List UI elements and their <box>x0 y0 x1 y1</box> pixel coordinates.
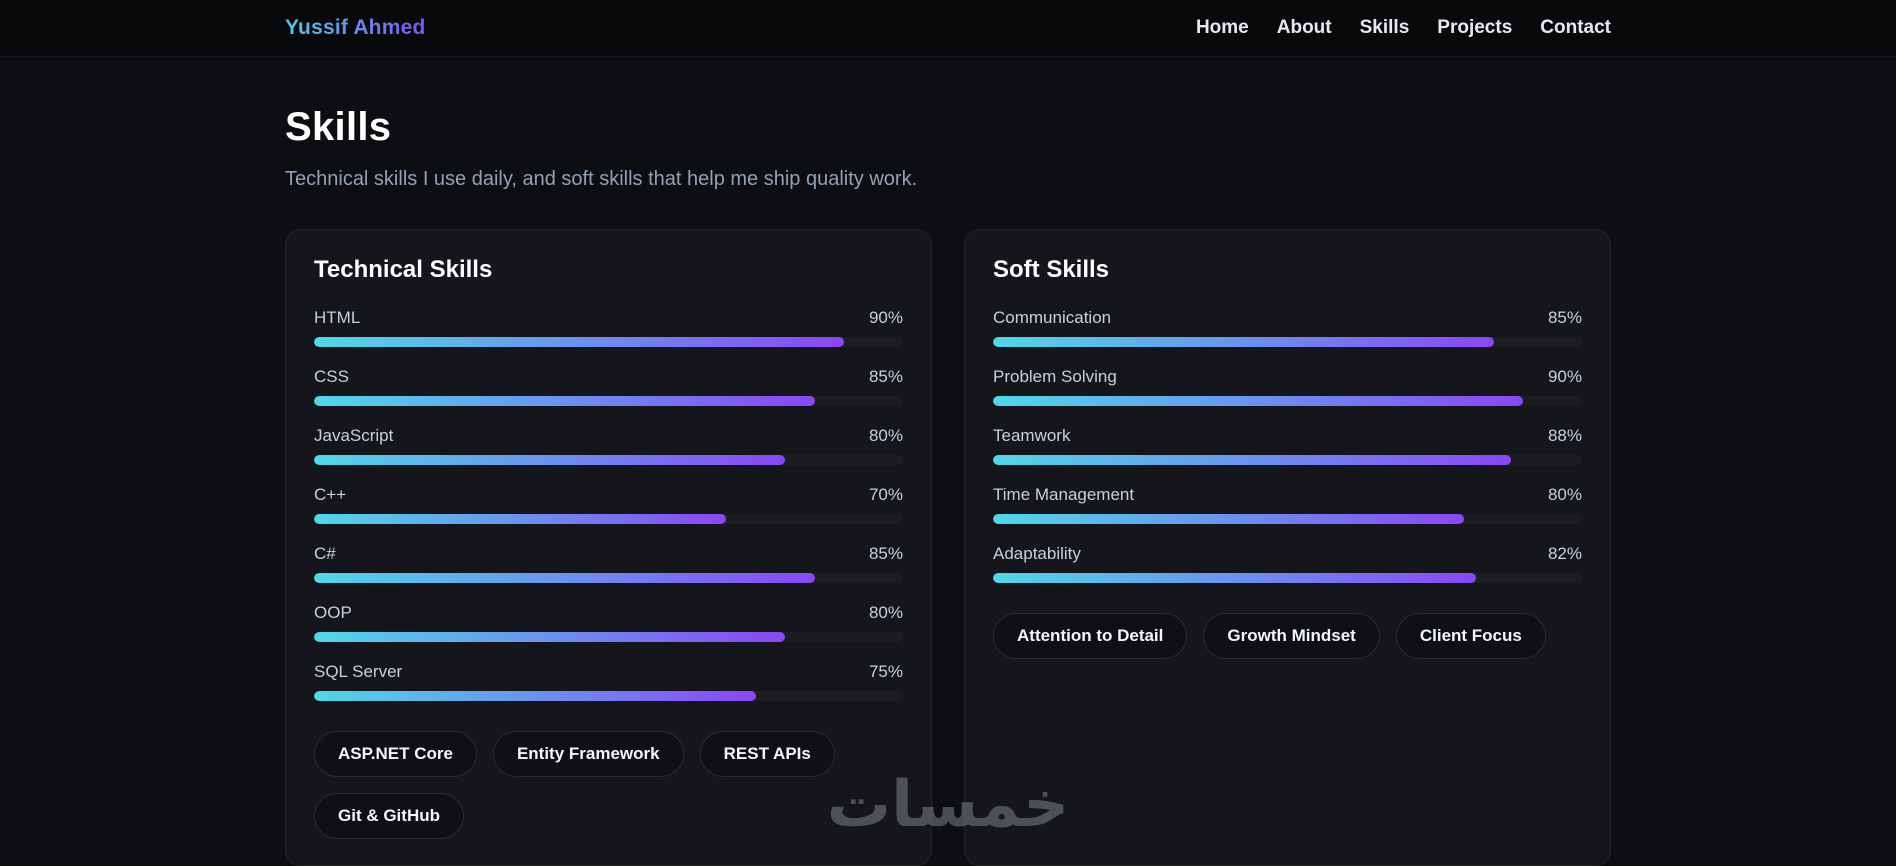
skill-bar-track <box>314 573 903 583</box>
skill-name-label: JavaScript <box>314 426 394 445</box>
skill-percent-value: 90% <box>1547 367 1582 386</box>
tag-entity-framework: Entity Framework <box>492 731 684 777</box>
skill-row-teamwork: Teamwork 88% <box>993 426 1582 465</box>
skill-bar-track <box>314 337 903 347</box>
skill-row-adaptability: Adaptability 82% <box>993 544 1582 583</box>
skill-percent-value: 82% <box>1547 544 1582 563</box>
skill-bar-fill <box>993 337 1494 347</box>
skill-percent-value: 70% <box>868 485 903 504</box>
skill-bar-fill <box>314 632 786 642</box>
skill-percent-value: 88% <box>1547 426 1582 445</box>
skill-percent-value: 80% <box>868 603 903 622</box>
skill-bar-fill <box>993 455 1512 465</box>
skills-cards-grid: Technical Skills HTML 90% CSS 85% JavaSc… <box>285 229 1611 866</box>
skill-name-label: C# <box>314 544 336 563</box>
skill-bar-fill <box>314 573 815 583</box>
skill-row-sql-server: SQL Server 75% <box>314 662 903 701</box>
skill-name-label: Time Management <box>993 485 1135 504</box>
skill-name-label: OOP <box>314 603 352 622</box>
skills-list: HTML 90% CSS 85% JavaScript 80% C++ 70% <box>314 308 903 701</box>
skill-row-html: HTML 90% <box>314 308 903 347</box>
skill-name-label: C++ <box>314 485 347 504</box>
nav-link-skills[interactable]: Skills <box>1359 17 1410 38</box>
skill-name-label: Problem Solving <box>993 367 1117 386</box>
skill-bar-track <box>993 455 1582 465</box>
skill-percent-value: 85% <box>868 367 903 386</box>
skill-percent-value: 75% <box>868 662 903 681</box>
skill-bar-fill <box>314 396 815 406</box>
skill-bar-track <box>993 514 1582 524</box>
skill-row-css: CSS 85% <box>314 367 903 406</box>
skill-percent-value: 90% <box>868 308 903 327</box>
skill-row-c: C# 85% <box>314 544 903 583</box>
card-title: Technical Skills <box>314 256 493 283</box>
tag-client-focus: Client Focus <box>1395 613 1546 659</box>
skills-section: Skills Technical skills I use daily, and… <box>285 57 1611 866</box>
skill-row-time-management: Time Management 80% <box>993 485 1582 524</box>
skill-bar-track <box>314 455 903 465</box>
skill-percent-value: 85% <box>1547 308 1582 327</box>
skill-bar-track <box>993 396 1582 406</box>
skill-row-problem-solving: Problem Solving 90% <box>993 367 1582 406</box>
nav-link-home[interactable]: Home <box>1195 17 1249 38</box>
skill-bar-fill <box>314 514 727 524</box>
skill-name-label: SQL Server <box>314 662 403 681</box>
tag-git-github: Git & GitHub <box>314 793 464 839</box>
nav-links: Home About Skills Projects Contact <box>1196 17 1611 39</box>
skill-name-label: Communication <box>993 308 1112 327</box>
card-title: Soft Skills <box>993 256 1110 283</box>
skill-percent-value: 85% <box>868 544 903 563</box>
skill-name-label: HTML <box>314 308 361 327</box>
skill-bar-track <box>314 514 903 524</box>
skill-bar-fill <box>993 514 1465 524</box>
skill-bar-fill <box>314 337 845 347</box>
tags-row: Attention to Detail Growth Mindset Client … <box>993 613 1582 659</box>
skill-bar-track <box>993 337 1582 347</box>
skill-percent-value: 80% <box>1547 485 1582 504</box>
nav-link-contact[interactable]: Contact <box>1540 17 1611 38</box>
skill-bar-track <box>314 691 903 701</box>
skill-row-oop: OOP 80% <box>314 603 903 642</box>
tag-growth-mindset: Growth Mindset <box>1203 613 1380 659</box>
nav-link-projects[interactable]: Projects <box>1437 17 1513 38</box>
logo[interactable]: Yussif Ahmed <box>285 16 426 39</box>
skill-name-label: Adaptability <box>993 544 1081 563</box>
skill-name-label: Teamwork <box>993 426 1071 445</box>
page-subtitle: Technical skills I use daily, and soft s… <box>285 168 918 190</box>
skill-bar-track <box>314 632 903 642</box>
skills-list: Communication 85% Problem Solving 90% Te… <box>993 308 1582 583</box>
skill-bar-fill <box>993 573 1476 583</box>
skill-row-javascript: JavaScript 80% <box>314 426 903 465</box>
skill-bar-fill <box>314 455 786 465</box>
skill-bar-track <box>314 396 903 406</box>
skill-bar-track <box>993 573 1582 583</box>
skill-bar-fill <box>993 396 1524 406</box>
card-technical-skills: Technical Skills HTML 90% CSS 85% JavaSc… <box>285 229 932 866</box>
nav-link-about[interactable]: About <box>1276 17 1332 38</box>
skill-name-label: CSS <box>314 367 349 386</box>
skill-row-communication: Communication 85% <box>993 308 1582 347</box>
skill-percent-value: 80% <box>868 426 903 445</box>
skill-bar-fill <box>314 691 756 701</box>
page-title: Skills <box>285 105 392 149</box>
tag-rest-apis: REST APIs <box>699 731 835 777</box>
tag-asp-net-core: ASP.NET Core <box>314 731 477 777</box>
skill-row-c: C++ 70% <box>314 485 903 524</box>
tag-attention-to-detail: Attention to Detail <box>993 613 1188 659</box>
tags-row: ASP.NET Core Entity Framework REST APIs Git… <box>314 731 903 839</box>
navbar: Yussif Ahmed Home About Skills Projects Cont… <box>0 0 1896 57</box>
card-soft-skills: Soft Skills Communication 85% Problem So… <box>964 229 1611 866</box>
